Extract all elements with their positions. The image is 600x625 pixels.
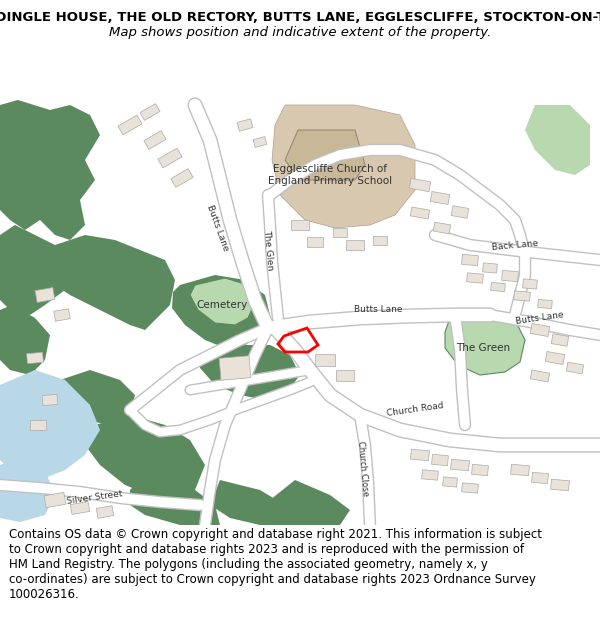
Bar bbox=[140, 104, 160, 121]
Bar bbox=[451, 459, 469, 471]
Bar bbox=[333, 228, 347, 236]
Text: The Green: The Green bbox=[456, 343, 510, 353]
Bar bbox=[171, 169, 193, 187]
Bar bbox=[491, 282, 505, 292]
Bar bbox=[42, 394, 58, 406]
Bar bbox=[307, 237, 323, 247]
Text: Butts Lane: Butts Lane bbox=[205, 204, 230, 252]
Bar bbox=[373, 236, 387, 244]
Bar bbox=[511, 464, 529, 476]
Bar bbox=[422, 470, 439, 480]
Polygon shape bbox=[50, 235, 175, 330]
Polygon shape bbox=[210, 480, 300, 525]
Text: Contains OS data © Crown copyright and database right 2021. This information is : Contains OS data © Crown copyright and d… bbox=[9, 528, 542, 601]
Bar bbox=[253, 137, 267, 148]
Bar bbox=[118, 115, 142, 135]
Polygon shape bbox=[0, 458, 55, 522]
Bar bbox=[530, 324, 550, 336]
Text: Butts Lane: Butts Lane bbox=[354, 306, 402, 314]
Polygon shape bbox=[200, 345, 300, 400]
Text: The Glen: The Glen bbox=[262, 229, 274, 271]
Polygon shape bbox=[445, 312, 525, 375]
Bar bbox=[35, 288, 55, 302]
Bar bbox=[431, 454, 448, 466]
Polygon shape bbox=[55, 370, 135, 425]
Bar bbox=[237, 119, 253, 131]
Bar bbox=[551, 479, 569, 491]
Bar bbox=[551, 334, 569, 346]
Bar bbox=[472, 464, 488, 476]
Bar bbox=[291, 220, 309, 230]
Polygon shape bbox=[285, 130, 365, 180]
Bar bbox=[410, 449, 430, 461]
Text: Butts Lane: Butts Lane bbox=[515, 310, 565, 326]
Bar bbox=[502, 271, 518, 282]
Bar bbox=[532, 472, 548, 484]
Polygon shape bbox=[0, 225, 70, 315]
Text: Map shows position and indicative extent of the property.: Map shows position and indicative extent… bbox=[109, 26, 491, 39]
Polygon shape bbox=[190, 278, 255, 325]
Bar bbox=[409, 178, 431, 192]
Bar bbox=[158, 148, 182, 168]
Polygon shape bbox=[85, 415, 205, 500]
Bar bbox=[530, 370, 550, 382]
Bar bbox=[430, 191, 450, 204]
Bar bbox=[315, 354, 335, 366]
Bar bbox=[514, 291, 530, 301]
Bar bbox=[144, 131, 166, 149]
Polygon shape bbox=[0, 305, 50, 375]
Bar bbox=[30, 420, 46, 430]
Polygon shape bbox=[130, 465, 220, 525]
Bar bbox=[482, 263, 497, 273]
Bar bbox=[538, 299, 553, 309]
Bar bbox=[433, 222, 451, 234]
Bar bbox=[346, 240, 364, 250]
Bar bbox=[443, 477, 457, 487]
Text: >>>DINGLE HOUSE, THE OLD RECTORY, BUTTS LANE, EGGLESCLIFFE, STOCKTON-ON-TEES,: >>>DINGLE HOUSE, THE OLD RECTORY, BUTTS … bbox=[0, 11, 600, 24]
Bar bbox=[70, 501, 90, 514]
Text: Cemetery: Cemetery bbox=[196, 300, 248, 310]
Bar bbox=[96, 506, 114, 518]
Polygon shape bbox=[0, 100, 100, 240]
Bar bbox=[451, 206, 469, 218]
Text: Church Close: Church Close bbox=[356, 440, 370, 496]
Polygon shape bbox=[272, 105, 415, 228]
Polygon shape bbox=[525, 105, 590, 175]
Polygon shape bbox=[172, 275, 270, 348]
Bar bbox=[336, 369, 354, 381]
Bar bbox=[461, 254, 478, 266]
Bar bbox=[26, 352, 43, 364]
Bar bbox=[54, 309, 70, 321]
Text: Egglescliffe Church of
England Primary School: Egglescliffe Church of England Primary S… bbox=[268, 164, 392, 186]
Bar bbox=[545, 351, 565, 364]
Bar bbox=[44, 492, 66, 508]
Text: Back Lane: Back Lane bbox=[491, 239, 539, 251]
Bar bbox=[219, 356, 251, 380]
Bar bbox=[523, 279, 538, 289]
Bar bbox=[566, 362, 584, 374]
Text: Church Road: Church Road bbox=[386, 401, 444, 419]
Bar bbox=[467, 273, 484, 283]
Bar bbox=[410, 207, 430, 219]
Text: Silver Street: Silver Street bbox=[67, 489, 124, 506]
Polygon shape bbox=[270, 480, 350, 525]
Bar bbox=[461, 483, 478, 493]
Polygon shape bbox=[0, 370, 100, 480]
